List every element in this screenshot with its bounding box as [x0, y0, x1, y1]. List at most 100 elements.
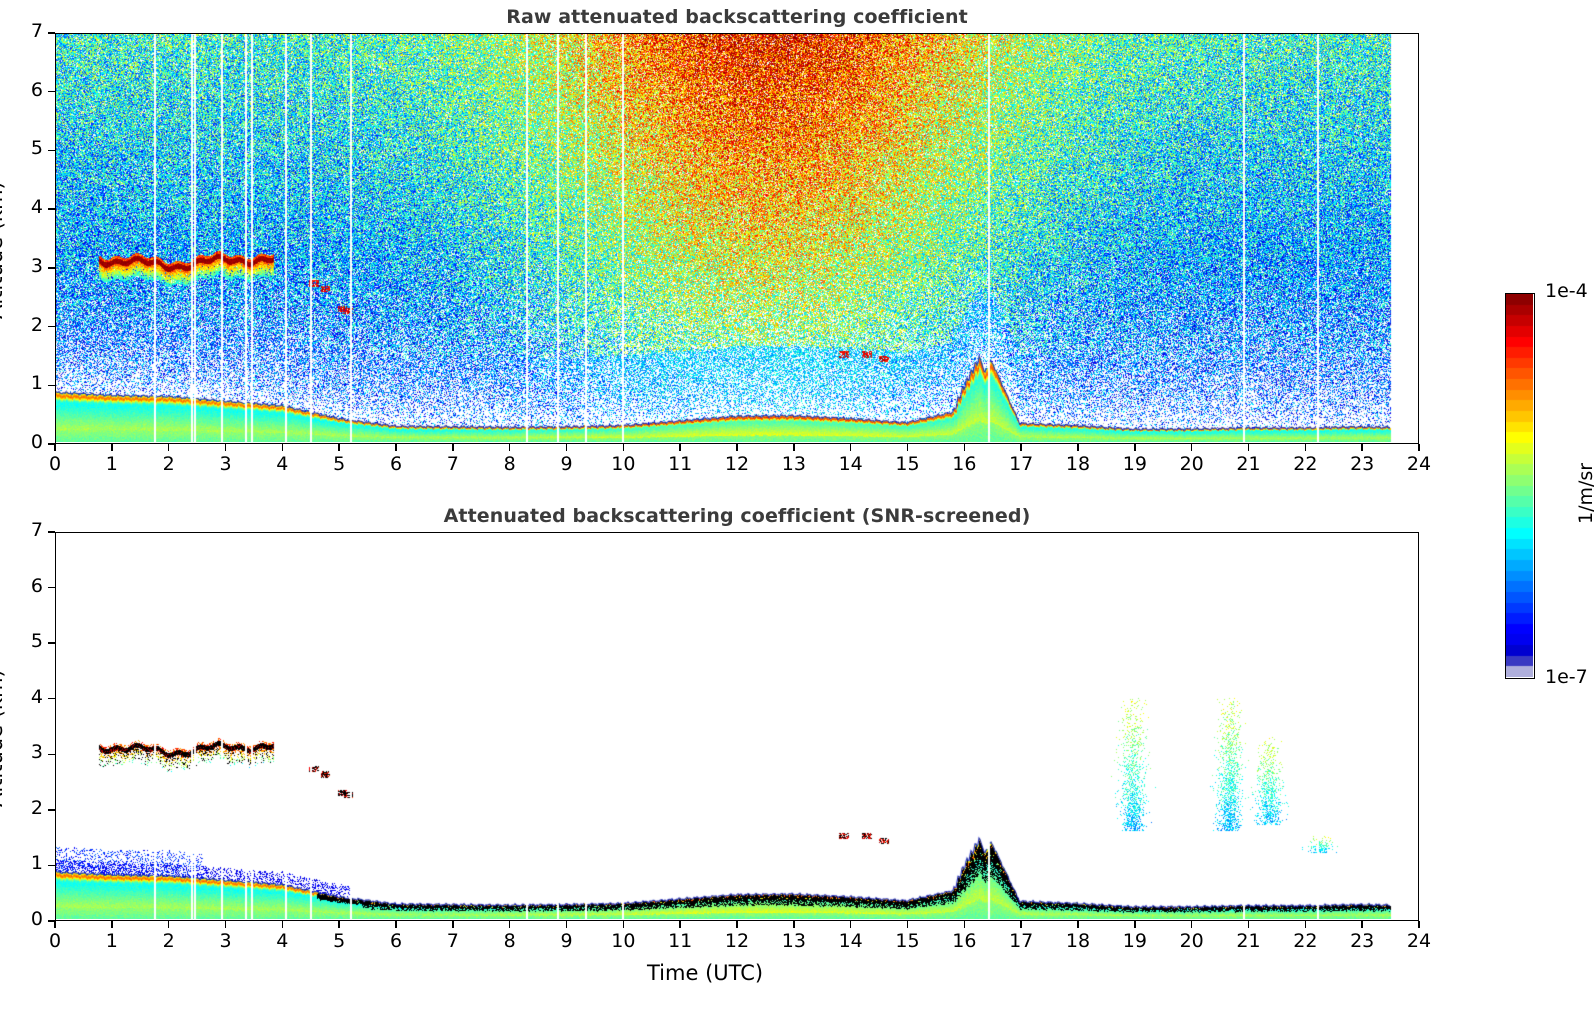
x-tick [1304, 921, 1307, 928]
x-tick-label: 14 [838, 453, 863, 475]
x-tick [167, 921, 170, 928]
panel-title-raw: Raw attenuated backscattering coefficien… [506, 6, 968, 28]
x-tick-label: 20 [1179, 930, 1204, 952]
y-tick-label: 0 [30, 908, 43, 930]
x-tick [793, 921, 795, 928]
y-tick-label: 3 [30, 741, 43, 764]
x-tick [1247, 444, 1250, 451]
x-tick [111, 921, 113, 928]
x-tick-label: 11 [668, 930, 693, 952]
x-tick [1361, 921, 1363, 928]
heatmap-canvas-raw [56, 34, 1417, 442]
x-tick-label: 1 [105, 453, 118, 475]
x-tick-label: 17 [1009, 930, 1034, 952]
colorbar-unit-label: 1/m/sr [1575, 462, 1595, 524]
y-tick [48, 531, 55, 533]
colorbar-min-label: 1e-7 [1545, 666, 1588, 688]
x-tick [736, 921, 738, 928]
x-tick [679, 444, 681, 451]
x-tick-label: 21 [1236, 453, 1261, 475]
x-tick-label: 15 [895, 930, 920, 952]
x-tick-label: 12 [724, 930, 750, 952]
x-tick-label: 4 [276, 930, 289, 952]
y-tick [48, 443, 55, 445]
x-tick [1020, 444, 1022, 451]
x-tick-label: 8 [503, 453, 516, 475]
y-tick [48, 753, 55, 755]
x-tick-label: 6 [389, 930, 403, 952]
x-tick-label: 24 [1406, 453, 1432, 475]
y-tick [48, 698, 55, 700]
x-tick [1020, 921, 1022, 928]
y-tick-label: 7 [30, 519, 43, 541]
colorbar [1505, 293, 1535, 679]
x-tick-label: 18 [1065, 453, 1091, 475]
x-tick-label: 14 [838, 930, 863, 952]
x-tick [793, 444, 795, 451]
x-axis-label-time: Time (UTC) [647, 961, 764, 985]
y-tick-label: 7 [30, 20, 43, 42]
x-tick-label: 13 [781, 453, 806, 475]
x-tick [54, 921, 56, 928]
x-tick [224, 444, 227, 451]
x-tick [167, 444, 170, 451]
x-tick [1190, 921, 1193, 928]
y-tick [48, 864, 55, 867]
x-tick-label: 0 [48, 453, 62, 475]
y-axis-label-raw: Altitude (km) [0, 180, 7, 319]
y-tick [48, 384, 55, 386]
x-tick-label: 22 [1293, 930, 1318, 952]
x-tick-label: 15 [895, 453, 920, 475]
x-tick [1361, 444, 1363, 451]
y-tick-label: 5 [30, 630, 43, 653]
x-tick-label: 10 [611, 930, 636, 952]
y-tick-label: 0 [30, 431, 43, 453]
y-tick [48, 208, 55, 210]
x-tick-label: 21 [1236, 930, 1261, 952]
plot-area-screened [55, 532, 1419, 921]
x-tick [963, 921, 966, 928]
x-tick-label: 13 [781, 930, 806, 952]
y-tick-label: 2 [30, 313, 43, 336]
y-tick-label: 5 [30, 137, 43, 160]
x-tick-label: 3 [219, 930, 232, 952]
x-tick [452, 921, 454, 928]
x-tick [1077, 444, 1079, 451]
x-tick-label: 18 [1065, 930, 1091, 952]
y-tick-label: 4 [30, 685, 43, 708]
heatmap-canvas-screened [56, 533, 1417, 919]
x-tick [565, 444, 568, 451]
x-tick [906, 444, 909, 451]
x-tick-label: 4 [276, 453, 289, 475]
y-tick [48, 267, 55, 269]
x-tick-label: 1 [105, 930, 118, 952]
x-tick [1077, 921, 1079, 928]
y-tick [48, 642, 55, 644]
x-tick-label: 9 [560, 930, 573, 952]
y-tick [48, 809, 55, 811]
x-tick-label: 8 [503, 930, 516, 952]
x-tick-label: 5 [333, 453, 346, 475]
x-tick [622, 444, 625, 451]
x-tick [508, 921, 511, 928]
x-tick [1134, 921, 1136, 928]
y-tick [48, 586, 55, 589]
x-tick [281, 444, 284, 451]
x-tick-label: 19 [1122, 930, 1147, 952]
x-tick-label: 2 [162, 453, 175, 475]
x-tick-label: 2 [162, 930, 175, 952]
x-tick-label: 3 [219, 453, 232, 475]
y-tick [48, 149, 55, 152]
x-tick [1247, 921, 1250, 928]
x-tick [679, 921, 681, 928]
y-tick [48, 32, 55, 34]
plot-area-raw [55, 33, 1419, 444]
x-tick-label: 17 [1009, 453, 1034, 475]
y-tick [48, 920, 55, 922]
x-tick [963, 444, 966, 451]
x-tick-label: 6 [389, 453, 403, 475]
x-tick-label: 22 [1293, 453, 1318, 475]
x-tick [111, 444, 113, 451]
colorbar-max-label: 1e-4 [1545, 280, 1588, 302]
